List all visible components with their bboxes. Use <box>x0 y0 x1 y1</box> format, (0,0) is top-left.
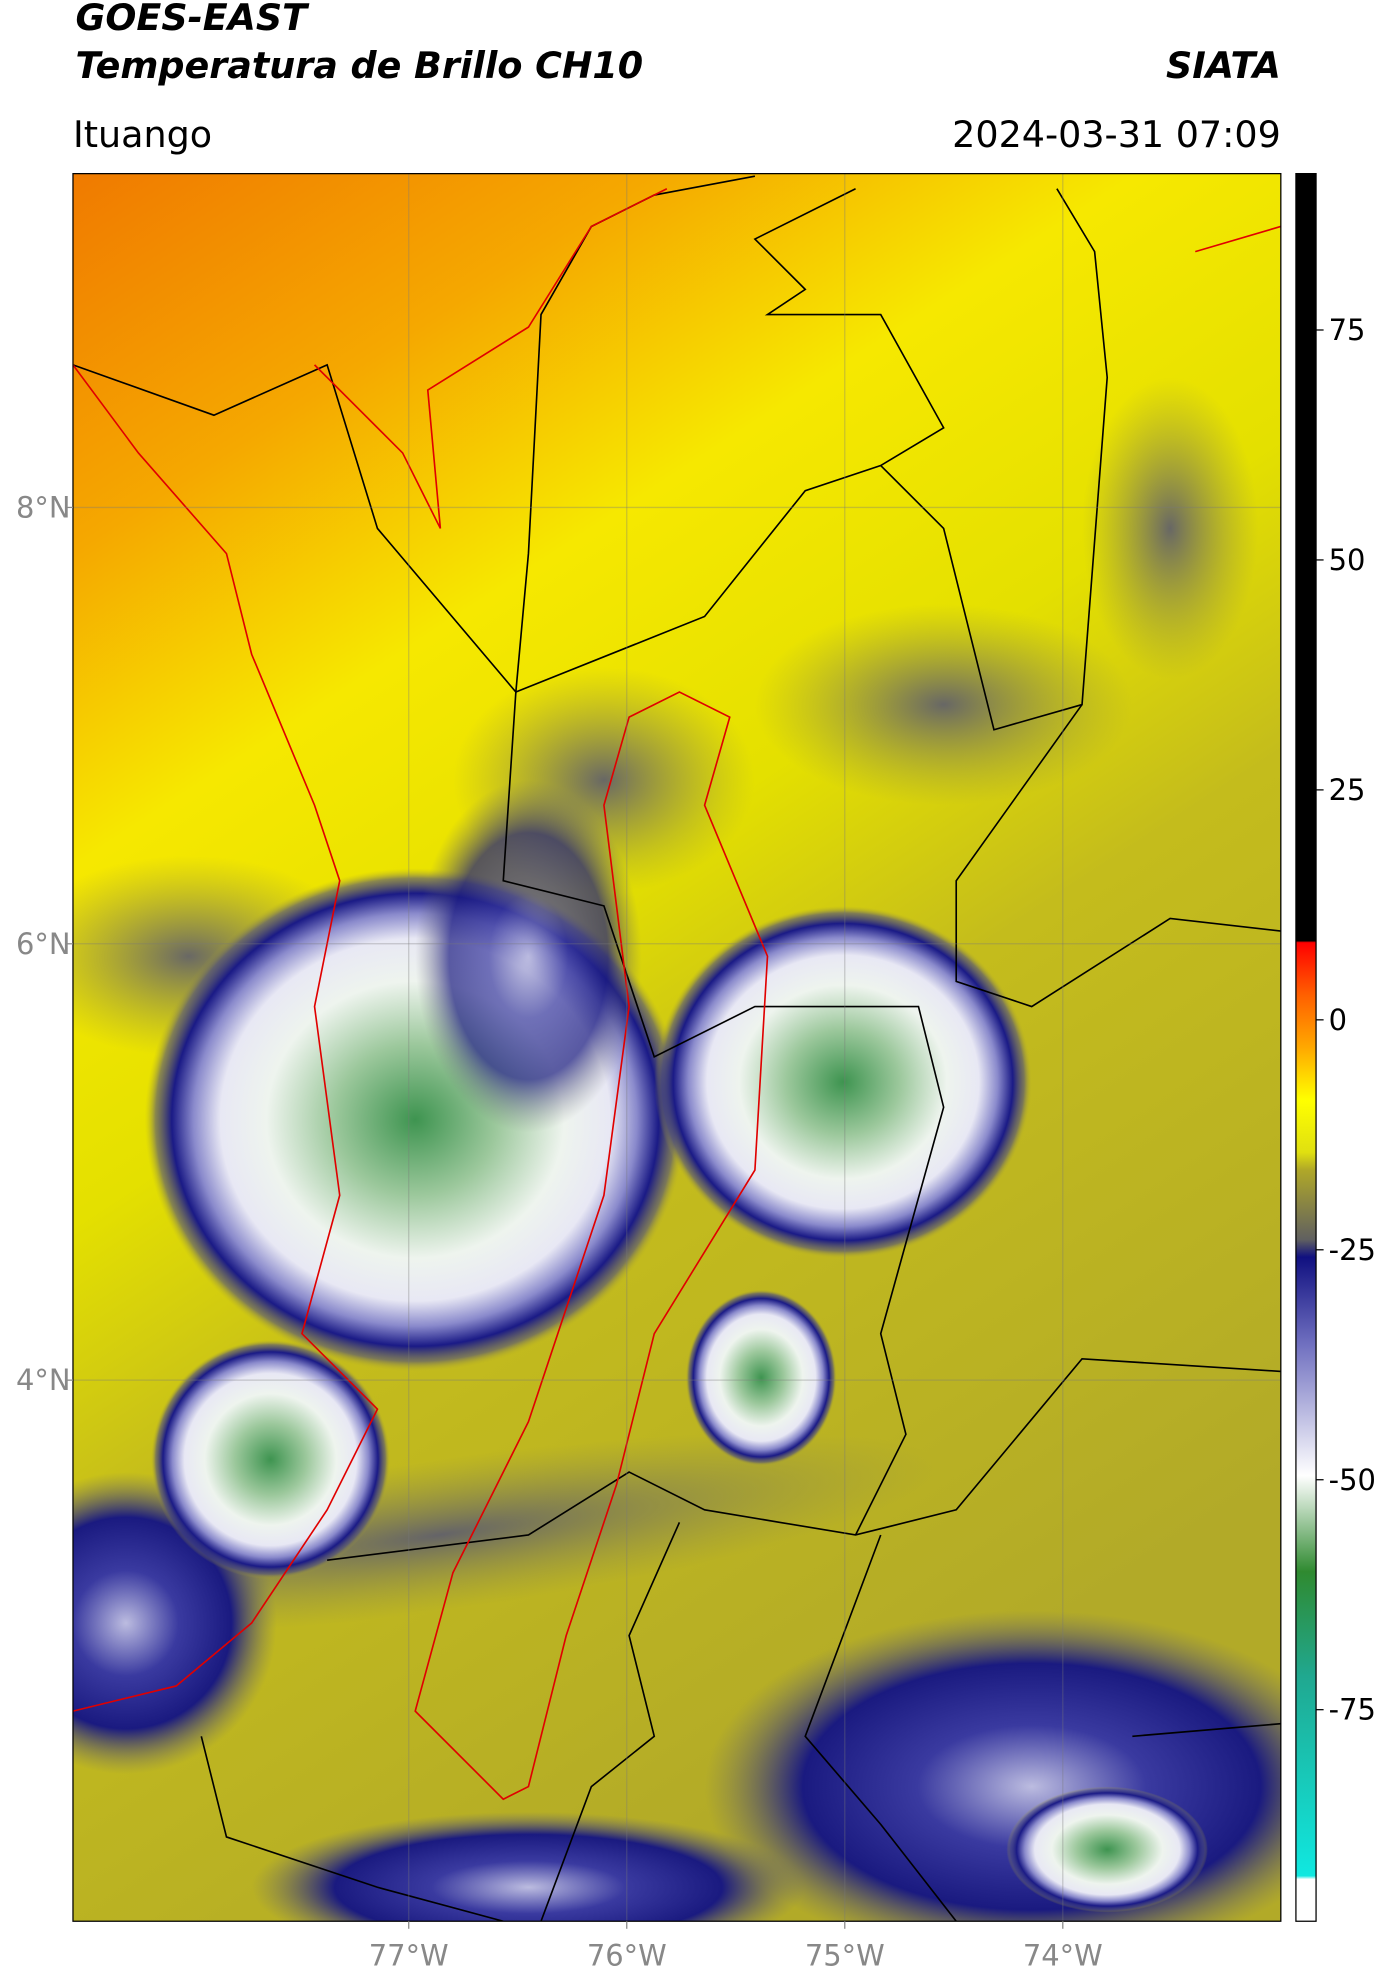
y-tick-label: 4°N <box>16 1363 71 1397</box>
colorbar-tick-label: -25 <box>1329 1233 1376 1267</box>
colorbar-tick-label: -75 <box>1329 1693 1376 1727</box>
x-tick-label: 76°W <box>587 1938 667 1972</box>
timestamp: 2024-03-31 07:09 <box>952 113 1281 156</box>
satellite-image <box>72 173 1281 1922</box>
colorbar-tick-label: 50 <box>1329 543 1366 577</box>
colorbar <box>1295 172 1317 1922</box>
subtitle: Temperatura de Brillo CH10 <box>75 44 643 87</box>
location: Ituango <box>73 113 212 156</box>
colorbar-tick-label: 25 <box>1329 773 1366 807</box>
x-tick-label: 74°W <box>1023 1938 1103 1972</box>
grid <box>72 173 1281 1922</box>
map-frame <box>72 172 1282 1922</box>
colorbar-tick-label: 0 <box>1329 1003 1347 1037</box>
y-tick-label: 6°N <box>16 927 71 961</box>
colorbar-tick-label: 75 <box>1329 313 1366 347</box>
x-tick-label: 75°W <box>805 1938 885 1972</box>
title: GOES-EAST <box>75 0 310 39</box>
y-tick-label: 8°N <box>16 491 71 525</box>
colorbar-tick-label: -50 <box>1329 1463 1376 1497</box>
source: SIATA <box>1166 44 1281 87</box>
x-tick-label: 77°W <box>369 1938 449 1972</box>
